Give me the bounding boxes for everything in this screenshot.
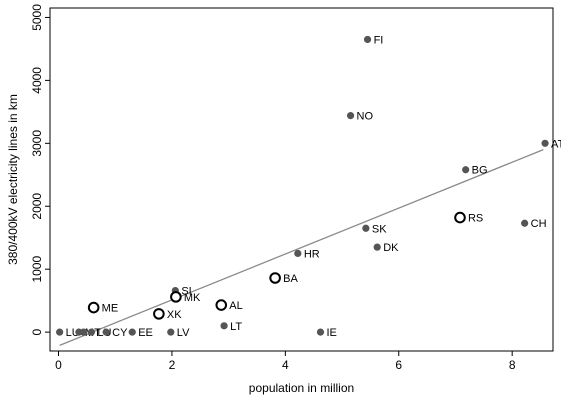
data-point: [167, 328, 175, 336]
data-point-label: LV: [177, 327, 190, 339]
x-axis-title: population in million: [249, 381, 354, 395]
data-point-label: BA: [283, 273, 298, 285]
data-point-label: IE: [326, 327, 336, 339]
data-point-label: AT: [551, 138, 561, 150]
data-point-label: SK: [372, 223, 387, 235]
data-point: [56, 328, 64, 336]
y-tick-label: 1000: [30, 256, 44, 283]
y-tick-label: 0: [30, 328, 44, 335]
data-point: [220, 322, 228, 330]
y-tick-label: 2000: [30, 193, 44, 220]
data-point-hollow: [170, 291, 182, 303]
data-point-label: LT: [230, 321, 242, 333]
axes: 0 2 4 6 8 0 1000 2000 3000 4000 5000: [30, 4, 554, 372]
fit-line: [59, 149, 544, 346]
data-point-label: BG: [472, 165, 488, 177]
data-point: [79, 328, 88, 336]
data-points: FINOATBGRSCHSKDKHRBASIMKALMEXKLTIELUMTLU…: [56, 34, 561, 339]
x-tick-label: 4: [282, 358, 289, 372]
data-point-hollow: [454, 211, 466, 224]
data-point: [128, 328, 136, 336]
data-point: [373, 243, 381, 251]
y-axis-title: 380/400kV electricity lines in km: [6, 94, 20, 265]
y-tick-label: 3000: [30, 130, 44, 157]
data-point: [362, 224, 370, 232]
data-point-label: NO: [357, 111, 374, 123]
x-tick-label: 6: [395, 358, 402, 372]
data-point: [102, 328, 110, 336]
data-point: [541, 139, 549, 147]
data-point: [294, 249, 302, 258]
plot-frame: [49, 7, 554, 352]
data-point-hollow: [87, 301, 100, 314]
x-tick-label: 2: [169, 358, 176, 372]
x-tick-label: 8: [509, 358, 516, 372]
data-point-label: HR: [304, 248, 320, 260]
fit-line-group: [59, 149, 544, 346]
data-point: [462, 166, 470, 174]
data-point-label: ME: [102, 303, 119, 315]
data-point-hollow: [215, 299, 228, 311]
y-tick-label: 5000: [30, 4, 44, 31]
data-point: [87, 328, 95, 336]
data-point: [316, 328, 325, 336]
data-point-label: XK: [167, 309, 182, 321]
x-tick-label: 0: [55, 358, 62, 372]
data-point-label: FI: [374, 34, 384, 46]
data-point-label: CH: [531, 218, 547, 230]
data-point-label: DK: [383, 242, 399, 254]
data-point: [363, 35, 372, 44]
data-point: [346, 112, 355, 120]
data-point-hollow: [153, 308, 165, 320]
data-point: [521, 219, 529, 227]
data-point-hollow: [269, 272, 281, 284]
data-point-label: AL: [229, 300, 242, 312]
data-point-label: SI: [181, 286, 191, 298]
y-tick-label: 4000: [30, 67, 44, 94]
data-point-label: MK: [184, 292, 201, 304]
data-point-label: RS: [468, 213, 483, 225]
data-point-label: EE: [138, 327, 153, 339]
data-point-label: CY: [112, 327, 128, 339]
